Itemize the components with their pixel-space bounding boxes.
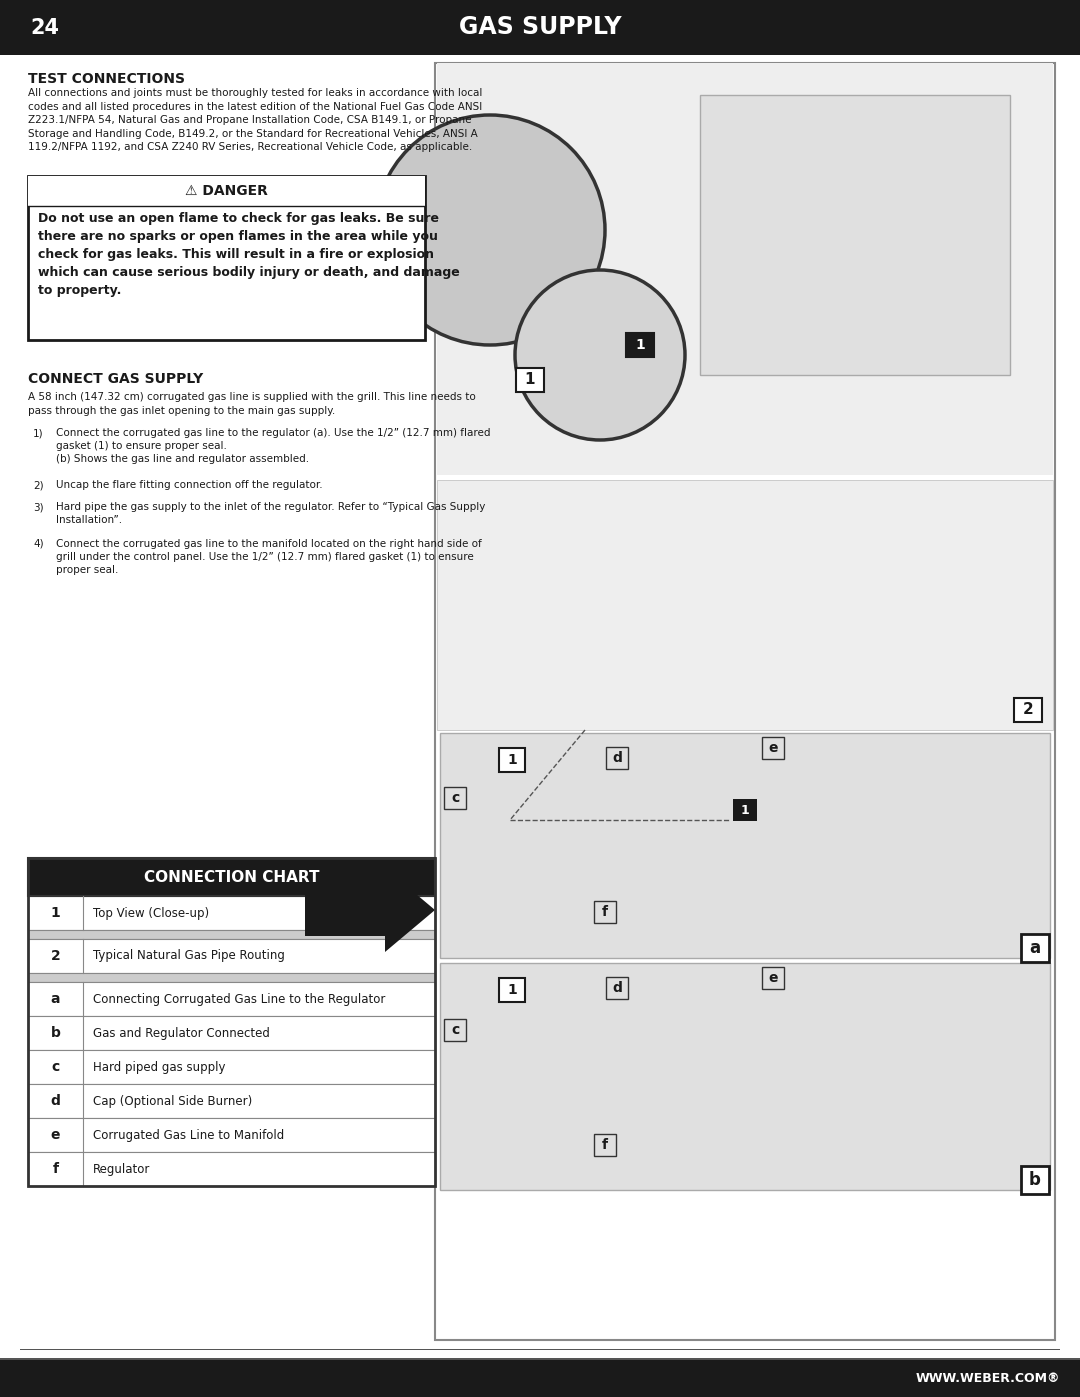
- Bar: [28, 176, 426, 339]
- Text: 1: 1: [508, 983, 517, 997]
- Text: 2: 2: [1023, 703, 1034, 718]
- Text: 3): 3): [33, 502, 43, 511]
- Text: e: e: [768, 740, 778, 754]
- Text: c: c: [450, 1023, 459, 1037]
- Text: 1: 1: [635, 338, 645, 352]
- Bar: [28, 1084, 435, 1118]
- Bar: [437, 63, 1053, 475]
- Text: b: b: [1029, 1171, 1041, 1189]
- Bar: [1021, 935, 1049, 963]
- Text: 1: 1: [741, 803, 750, 816]
- Bar: [440, 963, 1050, 1190]
- Text: 1: 1: [51, 907, 60, 921]
- Text: Connecting Corrugated Gas Line to the Regulator: Connecting Corrugated Gas Line to the Re…: [93, 992, 386, 1006]
- Text: Connect the corrugated gas line to the regulator (a). Use the 1/2” (12.7 mm) fla: Connect the corrugated gas line to the r…: [56, 427, 490, 464]
- Text: ⚠ DANGER: ⚠ DANGER: [185, 184, 268, 198]
- Bar: [28, 1016, 435, 1051]
- Text: a: a: [51, 992, 60, 1006]
- Bar: [0, 0, 1080, 54]
- Text: b: b: [51, 1025, 60, 1039]
- Text: f: f: [602, 905, 608, 919]
- Polygon shape: [384, 868, 435, 951]
- Text: 1): 1): [33, 427, 43, 439]
- Text: Gas and Regulator Connected: Gas and Regulator Connected: [93, 1027, 270, 1039]
- Text: Connect the corrugated gas line to the manifold located on the right hand side o: Connect the corrugated gas line to the m…: [56, 539, 482, 576]
- Text: All connections and joints must be thoroughly tested for leaks in accordance wit: All connections and joints must be thoro…: [28, 88, 483, 152]
- Bar: [626, 332, 654, 358]
- Bar: [28, 895, 435, 930]
- Text: 24: 24: [30, 18, 59, 38]
- Bar: [21, 1348, 1059, 1350]
- Text: Corrugated Gas Line to Manifold: Corrugated Gas Line to Manifold: [93, 1129, 284, 1141]
- Text: d: d: [612, 752, 622, 766]
- Bar: [28, 1118, 435, 1153]
- Bar: [594, 901, 616, 923]
- Bar: [28, 858, 435, 1186]
- Text: TEST CONNECTIONS: TEST CONNECTIONS: [28, 73, 185, 87]
- Bar: [762, 738, 784, 759]
- Text: GAS SUPPLY: GAS SUPPLY: [459, 15, 621, 39]
- Bar: [28, 939, 435, 972]
- Text: Regulator: Regulator: [93, 1162, 150, 1175]
- Text: WWW.WEBER.COM®: WWW.WEBER.COM®: [916, 1372, 1059, 1384]
- Bar: [28, 1153, 435, 1186]
- Text: Top View (Close-up): Top View (Close-up): [93, 907, 210, 919]
- Text: 2): 2): [33, 481, 43, 490]
- Circle shape: [515, 270, 685, 440]
- Text: Typical Natural Gas Pipe Routing: Typical Natural Gas Pipe Routing: [93, 950, 285, 963]
- Text: A 58 inch (147.32 cm) corrugated gas line is supplied with the grill. This line : A 58 inch (147.32 cm) corrugated gas lin…: [28, 393, 476, 415]
- Text: e: e: [51, 1127, 60, 1141]
- Text: d: d: [51, 1094, 60, 1108]
- Bar: [762, 967, 784, 989]
- Bar: [0, 1358, 1080, 1361]
- Text: a: a: [1029, 939, 1040, 957]
- Bar: [435, 63, 1055, 1340]
- Bar: [28, 858, 435, 895]
- Text: Cap (Optional Side Burner): Cap (Optional Side Burner): [93, 1094, 253, 1108]
- Text: d: d: [612, 981, 622, 995]
- Bar: [499, 978, 525, 1002]
- Bar: [733, 799, 757, 821]
- Bar: [28, 930, 435, 939]
- Bar: [1014, 698, 1042, 722]
- Text: 4): 4): [33, 539, 43, 549]
- Bar: [28, 982, 435, 1016]
- Bar: [444, 1018, 465, 1041]
- Text: Do not use an open flame to check for gas leaks. Be sure
there are no sparks or : Do not use an open flame to check for ga…: [38, 212, 460, 298]
- Bar: [700, 95, 1010, 374]
- Text: Uncap the flare fitting connection off the regulator.: Uncap the flare fitting connection off t…: [56, 481, 323, 490]
- Text: c: c: [450, 791, 459, 805]
- Bar: [440, 733, 1050, 958]
- Text: Hard piped gas supply: Hard piped gas supply: [93, 1060, 226, 1073]
- Text: 1: 1: [508, 753, 517, 767]
- Bar: [28, 972, 435, 982]
- Text: CONNECTION CHART: CONNECTION CHART: [144, 869, 320, 884]
- Bar: [606, 977, 627, 999]
- Bar: [305, 884, 384, 936]
- Text: e: e: [768, 971, 778, 985]
- Text: 2: 2: [51, 949, 60, 963]
- Bar: [28, 176, 426, 205]
- Circle shape: [375, 115, 605, 345]
- Bar: [606, 747, 627, 768]
- Text: 1: 1: [525, 373, 536, 387]
- Bar: [437, 63, 1053, 475]
- Bar: [499, 747, 525, 773]
- Bar: [0, 1361, 1080, 1397]
- Bar: [444, 787, 465, 809]
- Text: f: f: [602, 1139, 608, 1153]
- Text: Hard pipe the gas supply to the inlet of the regulator. Refer to “Typical Gas Su: Hard pipe the gas supply to the inlet of…: [56, 502, 485, 525]
- Bar: [437, 481, 1053, 731]
- Bar: [1021, 1166, 1049, 1194]
- Text: f: f: [53, 1162, 58, 1176]
- Bar: [28, 1051, 435, 1084]
- Text: CONNECT GAS SUPPLY: CONNECT GAS SUPPLY: [28, 372, 203, 386]
- Bar: [516, 367, 544, 393]
- Text: c: c: [52, 1060, 59, 1074]
- Bar: [594, 1134, 616, 1155]
